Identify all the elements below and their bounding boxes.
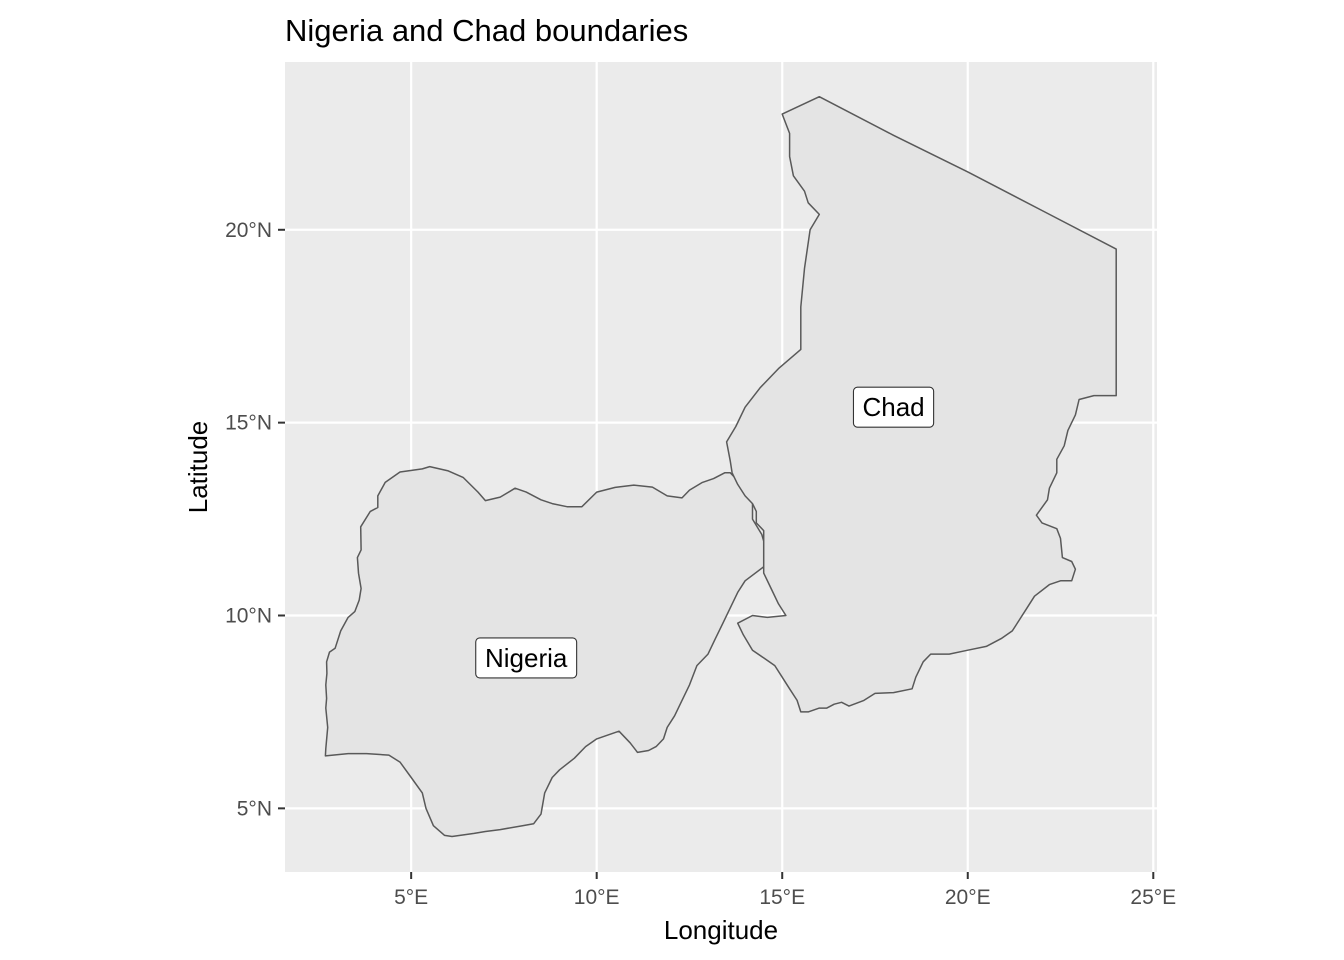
country-label-nigeria: Nigeria <box>475 637 578 679</box>
x-tick-label: 20°E <box>945 886 991 909</box>
x-axis-title: Longitude <box>664 915 778 945</box>
x-tick-label: 15°E <box>759 886 805 909</box>
x-tick-label: 25°E <box>1130 886 1176 909</box>
label-box <box>475 637 578 679</box>
y-tick-label: 10°N <box>225 605 272 628</box>
country-label-chad: Chad <box>852 386 935 428</box>
y-tick-label: 5°N <box>237 797 272 820</box>
x-axis-ticks: 5°E 10°E 15°E 20°E 25°E <box>394 872 1176 909</box>
country-labels: Nigeria Chad <box>475 386 935 679</box>
label-box <box>852 386 935 428</box>
x-tick-label: 5°E <box>394 886 428 909</box>
y-tick-label: 15°N <box>225 412 272 435</box>
country-name-label: Chad <box>862 392 924 422</box>
country-name-label: Nigeria <box>485 643 568 673</box>
y-axis-title: Latitude <box>183 421 213 514</box>
y-tick-label: 20°N <box>225 219 272 242</box>
map-title: Nigeria and Chad boundaries <box>285 13 688 48</box>
x-tick-label: 10°E <box>574 886 620 909</box>
y-axis-ticks: 5°N 10°N 15°N 20°N <box>225 219 285 820</box>
